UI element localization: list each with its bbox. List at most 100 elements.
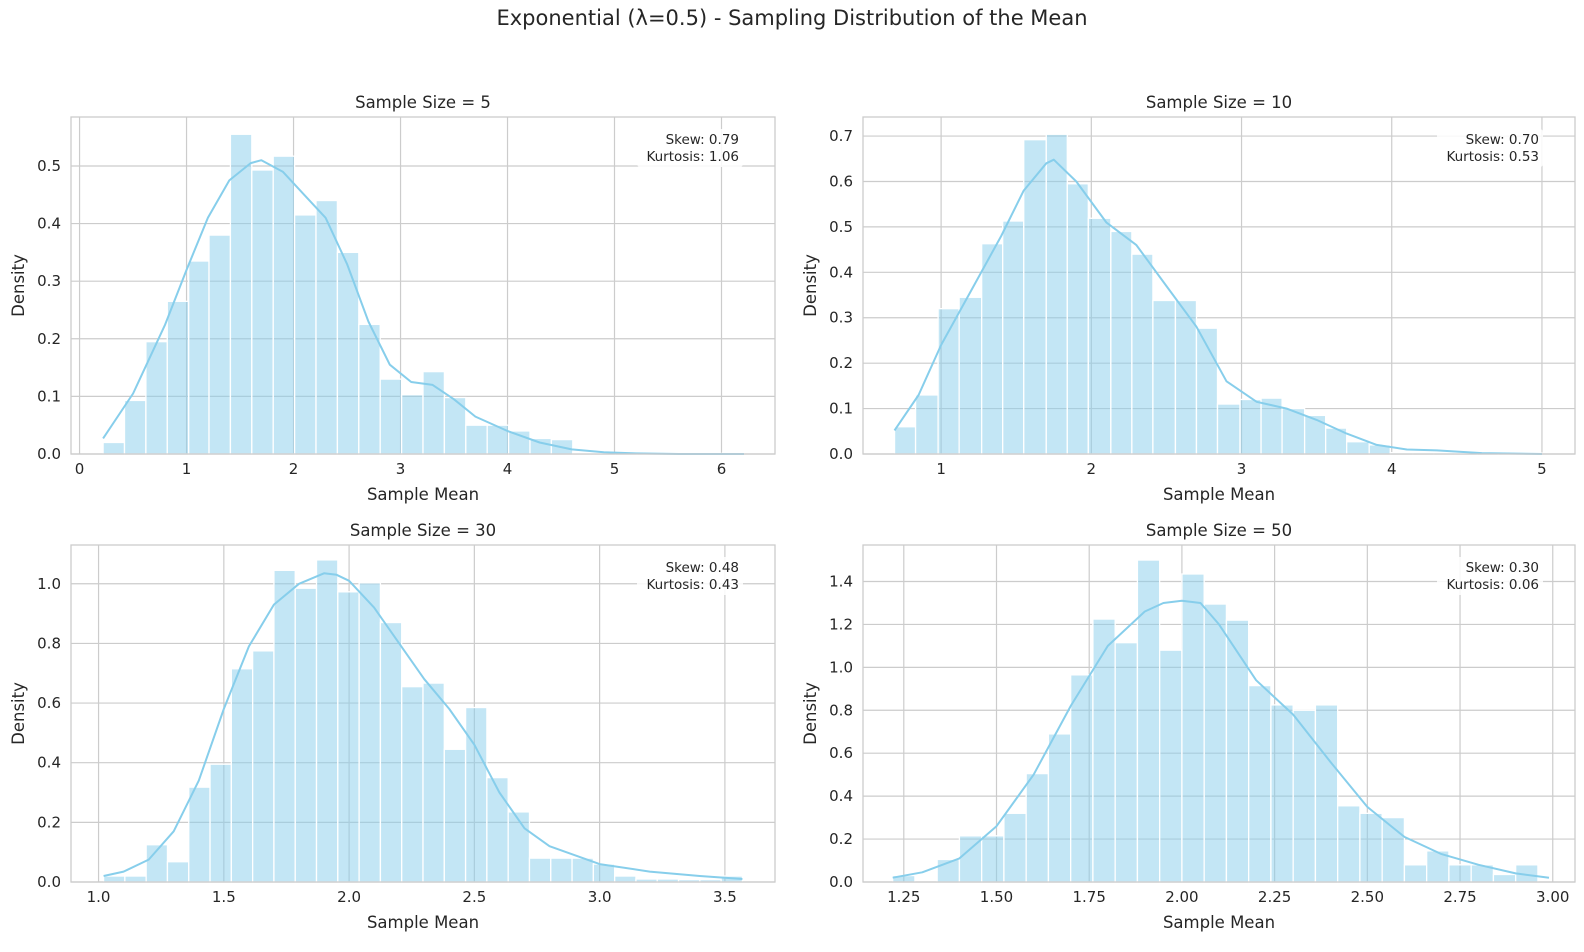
x-tick-label: 4 xyxy=(1387,460,1397,478)
y-tick-label: 0.8 xyxy=(37,634,61,652)
histogram-bar xyxy=(1136,559,1161,883)
subplot-title: Sample Size = 10 xyxy=(1146,93,1292,112)
y-tick-label: 0.4 xyxy=(37,215,61,233)
y-tick-label: 0.0 xyxy=(829,873,853,891)
histogram-bar xyxy=(272,155,296,455)
kurtosis-text: Kurtosis: 0.06 xyxy=(1446,577,1539,593)
skew-text: Skew: 0.70 xyxy=(1466,132,1539,148)
histogram-bar xyxy=(293,214,317,455)
histogram-bar xyxy=(1314,704,1339,883)
histogram-bar xyxy=(251,650,275,883)
x-tick-label: 6 xyxy=(717,460,727,478)
axes-frame xyxy=(862,116,1576,455)
histogram-bar xyxy=(188,786,211,883)
subplot-sample-size-30: 1.0 1.5 2.0 2.5 3.0 3.5 0.0 0.2 0.4 0.6 0.8 1.0 Samp… xyxy=(9,521,776,932)
x-tick-label: 2 xyxy=(289,460,299,478)
histogram-bar xyxy=(294,587,318,883)
y-tick-label: 0.0 xyxy=(37,873,61,891)
stats-box xyxy=(637,129,743,167)
histogram-bar xyxy=(1003,812,1027,883)
kde-line xyxy=(103,572,743,880)
histogram-bar xyxy=(401,686,424,883)
histogram-bar xyxy=(1047,733,1072,883)
histogram-bar xyxy=(528,857,552,883)
y-axis-label: Density xyxy=(9,682,28,745)
x-tick-label: 1 xyxy=(936,460,946,478)
histogram-bar xyxy=(614,875,637,883)
histogram-bar xyxy=(981,243,1004,455)
histogram-bar xyxy=(315,559,339,883)
y-axis-label: Density xyxy=(9,254,28,317)
kurtosis-text: Kurtosis: 0.53 xyxy=(1446,149,1539,165)
x-axis-label: Sample Mean xyxy=(1163,913,1275,932)
kde-line xyxy=(892,599,1550,879)
x-tick-label: 3.00 xyxy=(1536,888,1569,906)
histogram-bar xyxy=(379,378,403,455)
histogram-bar xyxy=(1225,619,1250,883)
histogram-bar xyxy=(1066,183,1089,455)
histogram-bar xyxy=(1152,299,1177,455)
x-tick-label: 1.25 xyxy=(887,888,920,906)
x-tick-label: 5 xyxy=(1537,460,1547,478)
y-tick-label: 0.4 xyxy=(829,263,853,281)
histogram-bar xyxy=(251,169,274,455)
y-tick-label: 0.0 xyxy=(829,445,853,463)
y-tick-label: 0.4 xyxy=(829,787,853,805)
y-tick-label: 1.0 xyxy=(829,658,853,676)
histogram-bar xyxy=(507,811,531,883)
histogram-bar xyxy=(1110,230,1133,455)
subplot-title: Sample Size = 50 xyxy=(1146,521,1292,540)
histogram-bar xyxy=(550,857,573,883)
x-tick-label: 2.50 xyxy=(1351,888,1384,906)
histogram-bar xyxy=(1087,217,1112,455)
histogram-bar xyxy=(230,668,254,883)
y-tick-label: 1.0 xyxy=(37,575,61,593)
histogram-bar xyxy=(166,861,190,883)
y-tick-label: 0.6 xyxy=(37,694,61,712)
histogram-bar xyxy=(1303,414,1327,455)
histogram-bar xyxy=(358,323,381,455)
x-tick-label: 0 xyxy=(75,460,85,478)
histogram-bar xyxy=(465,424,488,455)
y-tick-label: 1.2 xyxy=(829,615,853,633)
x-tick-label: 2.0 xyxy=(337,888,361,906)
histogram-bar xyxy=(208,234,232,455)
histogram-bar xyxy=(188,260,210,455)
subplot-title: Sample Size = 5 xyxy=(355,93,491,112)
y-tick-label: 0.4 xyxy=(37,754,61,772)
x-axis-label: Sample Mean xyxy=(367,485,479,504)
x-tick-label: 1.5 xyxy=(212,888,236,906)
histogram-bar xyxy=(1270,704,1294,883)
skew-text: Skew: 0.48 xyxy=(666,560,739,576)
kurtosis-text: Kurtosis: 1.06 xyxy=(646,149,739,165)
x-tick-label: 2.5 xyxy=(462,888,486,906)
x-tick-label: 2.00 xyxy=(1165,888,1198,906)
histogram-bar xyxy=(1492,873,1517,883)
histogram-bar xyxy=(1114,642,1139,883)
stats-box xyxy=(637,557,743,595)
y-tick-label: 1.4 xyxy=(829,572,853,590)
axes-frame xyxy=(70,544,776,883)
histogram-bar xyxy=(486,776,509,883)
histogram-bar xyxy=(443,748,467,883)
histogram-bar xyxy=(1216,403,1241,455)
histogram-bar xyxy=(1448,864,1472,883)
figure-title: Exponential (λ=0.5) - Sampling Distribut… xyxy=(496,6,1088,30)
histogram-bar xyxy=(1025,772,1050,883)
histogram-bar xyxy=(166,300,190,455)
histogram-bar xyxy=(1092,618,1116,883)
histogram-bar xyxy=(914,394,939,455)
y-tick-label: 0.3 xyxy=(37,272,61,290)
x-tick-label: 2.25 xyxy=(1258,888,1291,906)
histogram-bar xyxy=(1159,649,1183,883)
axes-frame xyxy=(70,116,776,455)
histogram-bar xyxy=(1359,812,1383,883)
y-tick-label: 0.6 xyxy=(829,744,853,762)
x-tick-label: 5 xyxy=(610,460,620,478)
histogram-bar xyxy=(893,426,917,455)
histogram-bar xyxy=(400,394,424,455)
histogram-bar xyxy=(337,591,360,883)
x-tick-label: 3 xyxy=(396,460,406,478)
y-tick-label: 0.2 xyxy=(37,813,61,831)
x-axis-label: Sample Mean xyxy=(367,913,479,932)
